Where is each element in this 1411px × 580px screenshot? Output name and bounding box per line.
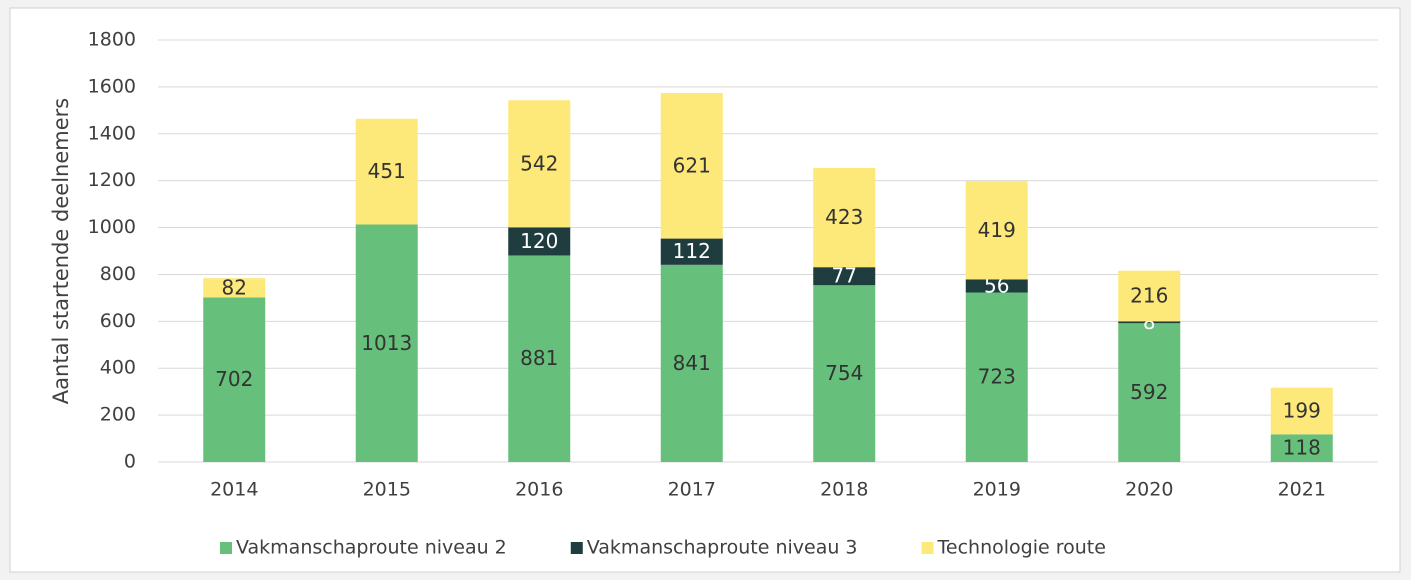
- data-label: 1013: [361, 331, 412, 355]
- x-tick-label: 2018: [820, 479, 868, 501]
- bar-segment: [660, 92, 723, 239]
- bar-segment: [508, 227, 571, 256]
- data-label: 120: [520, 229, 558, 253]
- bar-segment: [813, 267, 876, 286]
- bar-segment: [660, 238, 723, 265]
- bar-segment: [1118, 321, 1181, 324]
- legend-swatch: [921, 542, 934, 554]
- y-tick-label: 1400: [88, 122, 136, 144]
- x-tick-label: 2017: [668, 479, 716, 501]
- y-tick-label: 1600: [88, 75, 136, 97]
- legend-label: Vakmanschaproute niveau 2: [236, 537, 507, 559]
- data-label: 621: [673, 153, 711, 177]
- legend-label: Vakmanschaproute niveau 3: [587, 537, 858, 559]
- bar-segment: [508, 100, 571, 228]
- data-label: 451: [368, 159, 406, 183]
- data-label: 118: [1283, 436, 1321, 460]
- y-tick-label: 1200: [88, 169, 136, 191]
- data-label: 702: [215, 367, 253, 391]
- bar-segment: [965, 181, 1028, 280]
- bar-segment: [965, 279, 1028, 293]
- x-tick-label: 2019: [973, 479, 1021, 501]
- legend-label: Technologie route: [937, 537, 1106, 559]
- y-tick-label: 1000: [88, 216, 136, 238]
- bar-segment: [203, 278, 266, 298]
- y-tick-label: 1800: [88, 29, 136, 51]
- data-label: 199: [1283, 399, 1321, 423]
- y-tick-label: 400: [100, 357, 136, 379]
- x-tick-label: 2021: [1278, 479, 1326, 501]
- x-tick-label: 2016: [515, 479, 563, 501]
- data-label: 112: [673, 239, 711, 263]
- bar-segment: [1270, 434, 1333, 462]
- data-label: 754: [825, 361, 863, 385]
- data-label: 592: [1130, 380, 1168, 404]
- y-tick-label: 800: [100, 263, 136, 285]
- bar-segment: [355, 224, 418, 462]
- data-label: 419: [978, 218, 1016, 242]
- bar-segment: [813, 168, 876, 268]
- data-label: 423: [825, 205, 863, 229]
- bar-segment: [1270, 387, 1333, 435]
- bar-segment: [813, 285, 876, 462]
- y-tick-label: 200: [100, 404, 136, 426]
- bar-segment: [203, 297, 266, 462]
- bar-segment: [660, 264, 723, 462]
- legend-swatch: [220, 542, 232, 554]
- data-label: 881: [520, 346, 558, 370]
- bar-segment: [355, 118, 418, 225]
- bar-segment: [508, 255, 571, 462]
- bar-segment: [965, 292, 1028, 462]
- data-label: 841: [673, 351, 711, 375]
- data-label: 77: [832, 264, 857, 288]
- x-tick-label: 2014: [210, 479, 258, 501]
- x-tick-label: 2020: [1125, 479, 1173, 501]
- bar-segment: [1118, 323, 1181, 462]
- data-label: 723: [978, 365, 1016, 389]
- x-tick-label: 2015: [363, 479, 411, 501]
- bar-segment: [1118, 270, 1181, 322]
- data-label: 216: [1130, 284, 1168, 308]
- y-axis-title: Aantal startende deelnemers: [49, 98, 73, 404]
- legend-swatch: [570, 542, 583, 554]
- y-tick-label: 600: [100, 310, 136, 332]
- data-label: 82: [222, 275, 247, 299]
- y-tick-label: 0: [124, 451, 136, 473]
- data-label: 542: [520, 151, 558, 175]
